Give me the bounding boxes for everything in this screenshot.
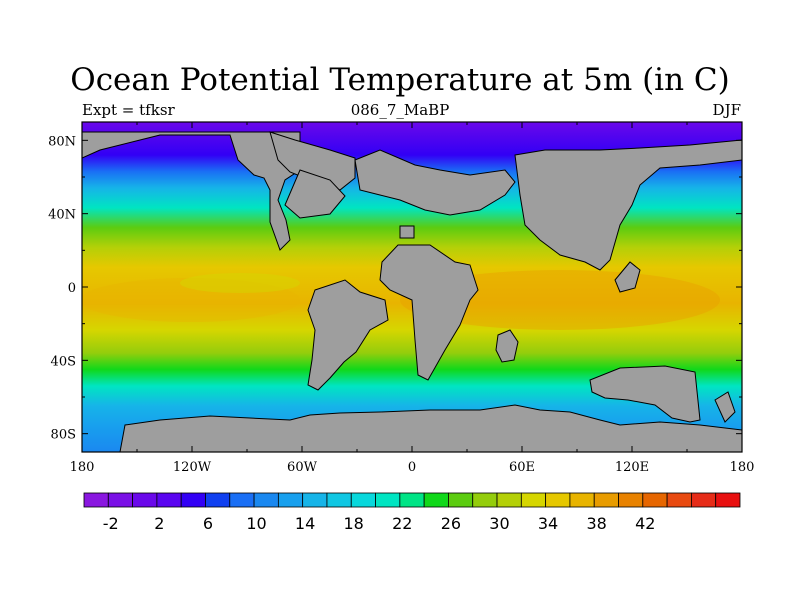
colorbar-swatch bbox=[302, 492, 328, 508]
y-tick-label: 80N bbox=[48, 134, 76, 149]
x-tick-label: 180 bbox=[730, 460, 755, 475]
colorbar bbox=[83, 492, 741, 508]
colorbar-swatch bbox=[350, 492, 376, 508]
land-europe bbox=[354, 149, 516, 216]
land-north-america-east bbox=[284, 169, 346, 219]
colorbar-swatch bbox=[715, 492, 741, 508]
colorbar-labels: -2 2 6 10 14 18 22 26 30 34 38 42 bbox=[103, 514, 656, 533]
colorbar-swatch bbox=[107, 492, 133, 508]
colorbar-swatch bbox=[229, 492, 255, 508]
cold-tongue bbox=[180, 273, 300, 293]
colorbar-swatch bbox=[132, 492, 158, 508]
colorbar-label: 34 bbox=[538, 514, 558, 533]
colorbar-swatch bbox=[180, 492, 206, 508]
colorbar-swatch bbox=[593, 492, 619, 508]
colorbar-label: 2 bbox=[154, 514, 164, 533]
x-tick-label: 180 bbox=[70, 460, 95, 475]
x-tick-label: 120E bbox=[615, 460, 649, 475]
y-tick-label: 0 bbox=[68, 281, 76, 296]
colorbar-swatch bbox=[691, 492, 717, 508]
land-south-america bbox=[307, 279, 389, 391]
colorbar-swatch bbox=[618, 492, 644, 508]
land-small-island bbox=[399, 225, 415, 239]
land-asia bbox=[514, 139, 742, 271]
colorbar-label: 18 bbox=[344, 514, 364, 533]
colorbar-swatch bbox=[205, 492, 231, 508]
experiment-label: Expt = tfksr bbox=[82, 101, 175, 119]
warm-pool-indian bbox=[400, 270, 720, 330]
x-tick-label: 60W bbox=[287, 460, 318, 475]
colorbar-label: -2 bbox=[103, 514, 119, 533]
map-tick-labels: 180 120W 60W 0 60E 120E 180 80N 40N 0 40S 80S bbox=[48, 134, 754, 475]
colorbar-label: 22 bbox=[392, 514, 412, 533]
colorbar-label: 14 bbox=[295, 514, 315, 533]
colorbar-swatch bbox=[277, 492, 304, 508]
land-southeast-asia bbox=[614, 261, 641, 293]
colorbar-label: 10 bbox=[246, 514, 266, 533]
x-tick-label: 60E bbox=[509, 460, 535, 475]
land-new-zealand bbox=[714, 391, 736, 423]
colorbar-label: 30 bbox=[489, 514, 509, 533]
colorbar-swatch bbox=[666, 492, 692, 508]
colorbar-label: 42 bbox=[635, 514, 655, 533]
map-ticks bbox=[81, 122, 743, 452]
land-masses bbox=[82, 131, 742, 452]
colorbar-swatch bbox=[375, 492, 401, 508]
colorbar-label: 26 bbox=[441, 514, 461, 533]
colorbar-swatch bbox=[399, 492, 425, 508]
colorbar-swatch bbox=[423, 492, 449, 508]
colorbar-label: 38 bbox=[586, 514, 606, 533]
colorbar-swatch bbox=[156, 492, 182, 508]
land-africa bbox=[379, 244, 479, 381]
y-tick-label: 80S bbox=[51, 428, 76, 443]
colorbar-swatch bbox=[83, 492, 109, 508]
colorbar-swatch bbox=[642, 492, 668, 508]
colorbar-swatch bbox=[253, 492, 279, 508]
colorbar-swatch bbox=[520, 492, 547, 508]
colorbar-swatch bbox=[569, 492, 595, 508]
colorbar-swatch bbox=[326, 492, 352, 508]
colorbar-swatch bbox=[448, 492, 474, 508]
season-label: DJF bbox=[712, 101, 741, 119]
time-label: 086_7_MaBP bbox=[350, 101, 450, 119]
x-tick-label: 0 bbox=[408, 460, 416, 475]
colorbar-swatch bbox=[472, 492, 498, 508]
colorbar-swatch bbox=[545, 492, 571, 508]
land-madagascar bbox=[495, 329, 519, 363]
colorbar-label: 6 bbox=[203, 514, 213, 533]
y-tick-label: 40N bbox=[48, 208, 76, 223]
land-australia bbox=[589, 365, 701, 423]
map-title: Ocean Potential Temperature at 5m (in C) bbox=[70, 62, 730, 98]
colorbar-swatch bbox=[496, 492, 522, 508]
x-tick-label: 120W bbox=[173, 460, 212, 475]
y-tick-label: 40S bbox=[51, 354, 76, 369]
land-antarctica bbox=[119, 404, 742, 452]
